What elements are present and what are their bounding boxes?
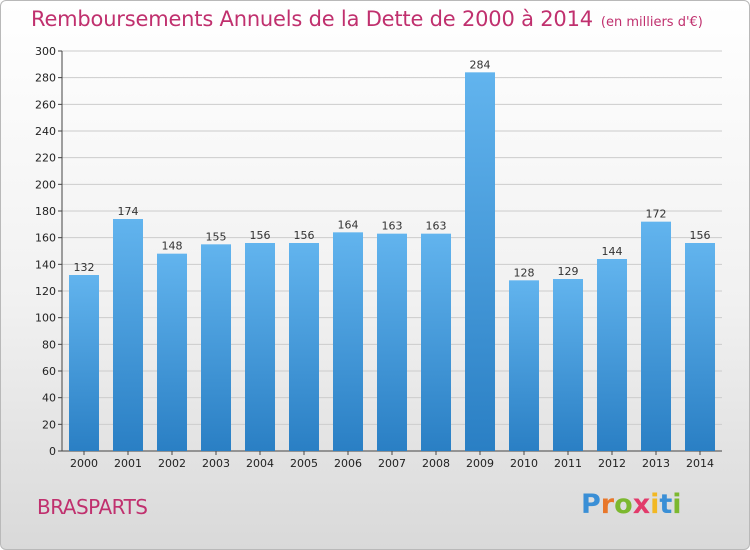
data-label: 164 [338, 218, 359, 231]
data-label: 148 [162, 240, 183, 253]
commune-name: BRASPARTS [37, 495, 148, 519]
bar [289, 243, 319, 451]
bar [685, 243, 715, 451]
logo-letter: i [650, 489, 660, 520]
bar [69, 275, 99, 451]
bars [69, 72, 715, 451]
data-label: 284 [470, 58, 491, 71]
data-labels: 132 174 148 155 156 156 164 163 163 284 128 129 144 1… [74, 58, 711, 279]
bar [201, 244, 231, 451]
y-tick-label: 240 [35, 125, 56, 138]
bar [333, 232, 363, 451]
bar [113, 219, 143, 451]
y-tick-label: 300 [35, 45, 56, 58]
logo-letter: r [600, 489, 615, 520]
x-tick-label: 2009 [466, 457, 494, 470]
x-tick-label: 2008 [422, 457, 450, 470]
x-tick-label: 2013 [642, 457, 670, 470]
x-tick-label: 2007 [378, 457, 406, 470]
y-tick-label: 0 [49, 445, 56, 458]
data-label: 163 [426, 220, 447, 233]
x-tick-label: 2012 [598, 457, 626, 470]
y-tick-label: 160 [35, 232, 56, 245]
title-row: Remboursements Annuels de la Dette de 20… [31, 7, 703, 31]
data-label: 128 [514, 266, 535, 279]
logo-letter: P [581, 489, 601, 520]
y-tick-label: 220 [35, 152, 56, 165]
x-tick-label: 2002 [158, 457, 186, 470]
x-tick-label: 2001 [114, 457, 142, 470]
y-tick-label: 120 [35, 285, 56, 298]
x-tick-label: 2003 [202, 457, 230, 470]
y-tick-label: 80 [42, 338, 56, 351]
x-tick-label: 2010 [510, 457, 538, 470]
proxiti-logo: Proxiti [581, 489, 682, 520]
data-label: 144 [602, 245, 623, 258]
bar [377, 233, 407, 451]
bar [465, 72, 495, 451]
data-label: 155 [206, 230, 227, 243]
chart-title: Remboursements Annuels de la Dette de 20… [31, 7, 593, 31]
y-tick-labels: 0 20 40 60 80 100 120 140 160 180 200 220 240 260 280 3… [35, 45, 56, 458]
data-label: 129 [558, 265, 579, 278]
bar [421, 233, 451, 451]
data-label: 156 [250, 229, 271, 242]
logo-letter: i [672, 489, 682, 520]
data-label: 163 [382, 220, 403, 233]
data-label: 156 [294, 229, 315, 242]
y-tick-label: 260 [35, 98, 56, 111]
x-tick-label: 2005 [290, 457, 318, 470]
x-tick-label: 2011 [554, 457, 582, 470]
x-tick-labels: 2000 2001 2002 2003 2004 2005 2006 2007 2008 2009… [70, 457, 714, 470]
data-label: 132 [74, 261, 95, 274]
bar [245, 243, 275, 451]
y-tick-label: 180 [35, 205, 56, 218]
y-tick-label: 60 [42, 365, 56, 378]
y-tick-label: 140 [35, 258, 56, 271]
y-tick-label: 20 [42, 418, 56, 431]
logo-letter: x [632, 489, 651, 520]
data-label: 156 [690, 229, 711, 242]
bar [509, 280, 539, 451]
x-tick-label: 2004 [246, 457, 274, 470]
logo-letter: o [614, 489, 633, 520]
data-label: 174 [118, 205, 139, 218]
data-label: 172 [646, 208, 667, 221]
bar [553, 279, 583, 451]
x-tick-label: 2006 [334, 457, 362, 470]
y-tick-label: 100 [35, 312, 56, 325]
y-tick-label: 200 [35, 178, 56, 191]
x-tick-label: 2000 [70, 457, 98, 470]
logo-letter: t [659, 489, 673, 520]
x-tick-label: 2014 [686, 457, 714, 470]
y-tick-label: 280 [35, 72, 56, 85]
chart-units: (en milliers d'€) [600, 15, 703, 30]
bar [157, 253, 187, 451]
bar [641, 221, 671, 451]
bar [597, 259, 627, 451]
y-tick-label: 40 [42, 392, 56, 405]
